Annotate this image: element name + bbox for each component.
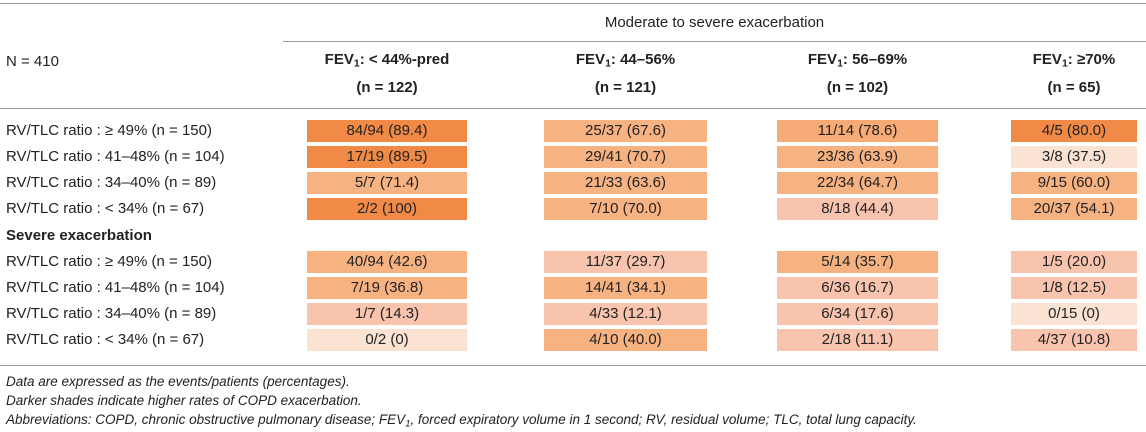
table-cell: 11/37 (29.7) — [544, 251, 707, 273]
table-cell: 20/37 (54.1) — [1011, 198, 1137, 220]
table-cell: 8/18 (44.4) — [777, 198, 938, 220]
row-label: RV/TLC ratio : < 34% (n = 67) — [6, 200, 205, 217]
table-cell: 2/18 (11.1) — [777, 329, 938, 351]
table-cell: 6/36 (16.7) — [777, 277, 938, 299]
table-cell: 7/10 (70.0) — [544, 198, 707, 220]
table-cell: 9/15 (60.0) — [1011, 172, 1137, 194]
column-header-fev-lt44: FEV1: < 44%-pred (n = 122) — [324, 51, 450, 96]
table-cell: 11/14 (78.6) — [777, 120, 938, 142]
table-cell: 6/34 (17.6) — [777, 303, 938, 325]
table-cell: 17/19 (89.5) — [307, 146, 467, 168]
table-cell: 23/36 (63.9) — [777, 146, 938, 168]
table-bottom-rule — [0, 365, 1146, 366]
table-cell: 0/15 (0) — [1011, 303, 1137, 325]
footnote-abbreviations: Abbreviations: COPD, chronic obstructive… — [6, 412, 917, 430]
row-label: RV/TLC ratio : < 34% (n = 67) — [6, 331, 205, 348]
table-cell: 5/14 (35.7) — [777, 251, 938, 273]
table-cell: 25/37 (67.6) — [544, 120, 707, 142]
row-label: RV/TLC ratio : 41–48% (n = 104) — [6, 279, 225, 296]
column-header-fev-44-56: FEV1: 44–56% (n = 121) — [575, 51, 676, 96]
table-cell: 4/37 (10.8) — [1011, 329, 1137, 351]
table-cell: 1/7 (14.3) — [307, 303, 467, 325]
footnote-shading: Darker shades indicate higher rates of C… — [6, 393, 362, 408]
footnote-data-format: Data are expressed as the events/patient… — [6, 374, 350, 389]
table-cell: 84/94 (89.4) — [307, 120, 467, 142]
row-label: RV/TLC ratio : 41–48% (n = 104) — [6, 148, 225, 165]
table-cell: 21/33 (63.6) — [544, 172, 707, 194]
table-cell: 7/19 (36.8) — [307, 277, 467, 299]
table-cell: 5/7 (71.4) — [307, 172, 467, 194]
table-cell: 40/94 (42.6) — [307, 251, 467, 273]
section-title-severe: Severe exacerbation — [6, 227, 152, 244]
header-bottom-rule — [0, 108, 1146, 109]
table-cell: 14/41 (34.1) — [544, 277, 707, 299]
table-cell: 3/8 (37.5) — [1011, 146, 1137, 168]
row-label: RV/TLC ratio : 34–40% (n = 89) — [6, 305, 217, 322]
row-label: RV/TLC ratio : 34–40% (n = 89) — [6, 174, 217, 191]
column-header-fev-56-69: FEV1: 56–69% (n = 102) — [807, 51, 908, 96]
table-cell: 29/41 (70.7) — [544, 146, 707, 168]
table-cell: 1/8 (12.5) — [1011, 277, 1137, 299]
spanning-header-rule — [283, 41, 1146, 42]
table-top-rule — [0, 3, 1146, 4]
n-label: N = 410 — [6, 53, 59, 70]
table-cell: 2/2 (100) — [307, 198, 467, 220]
table-cell: 4/33 (12.1) — [544, 303, 707, 325]
table-cell: 4/5 (80.0) — [1011, 120, 1137, 142]
row-label: RV/TLC ratio : ≥ 49% (n = 150) — [6, 253, 212, 270]
row-label: RV/TLC ratio : ≥ 49% (n = 150) — [6, 122, 212, 139]
column-header-fev-ge70: FEV1: ≥70% (n = 65) — [1032, 51, 1116, 96]
table-cell: 22/34 (64.7) — [777, 172, 938, 194]
spanning-header: Moderate to severe exacerbation — [604, 14, 825, 31]
table-cell: 1/5 (20.0) — [1011, 251, 1137, 273]
table-cell: 4/10 (40.0) — [544, 329, 707, 351]
table-cell: 0/2 (0) — [307, 329, 467, 351]
